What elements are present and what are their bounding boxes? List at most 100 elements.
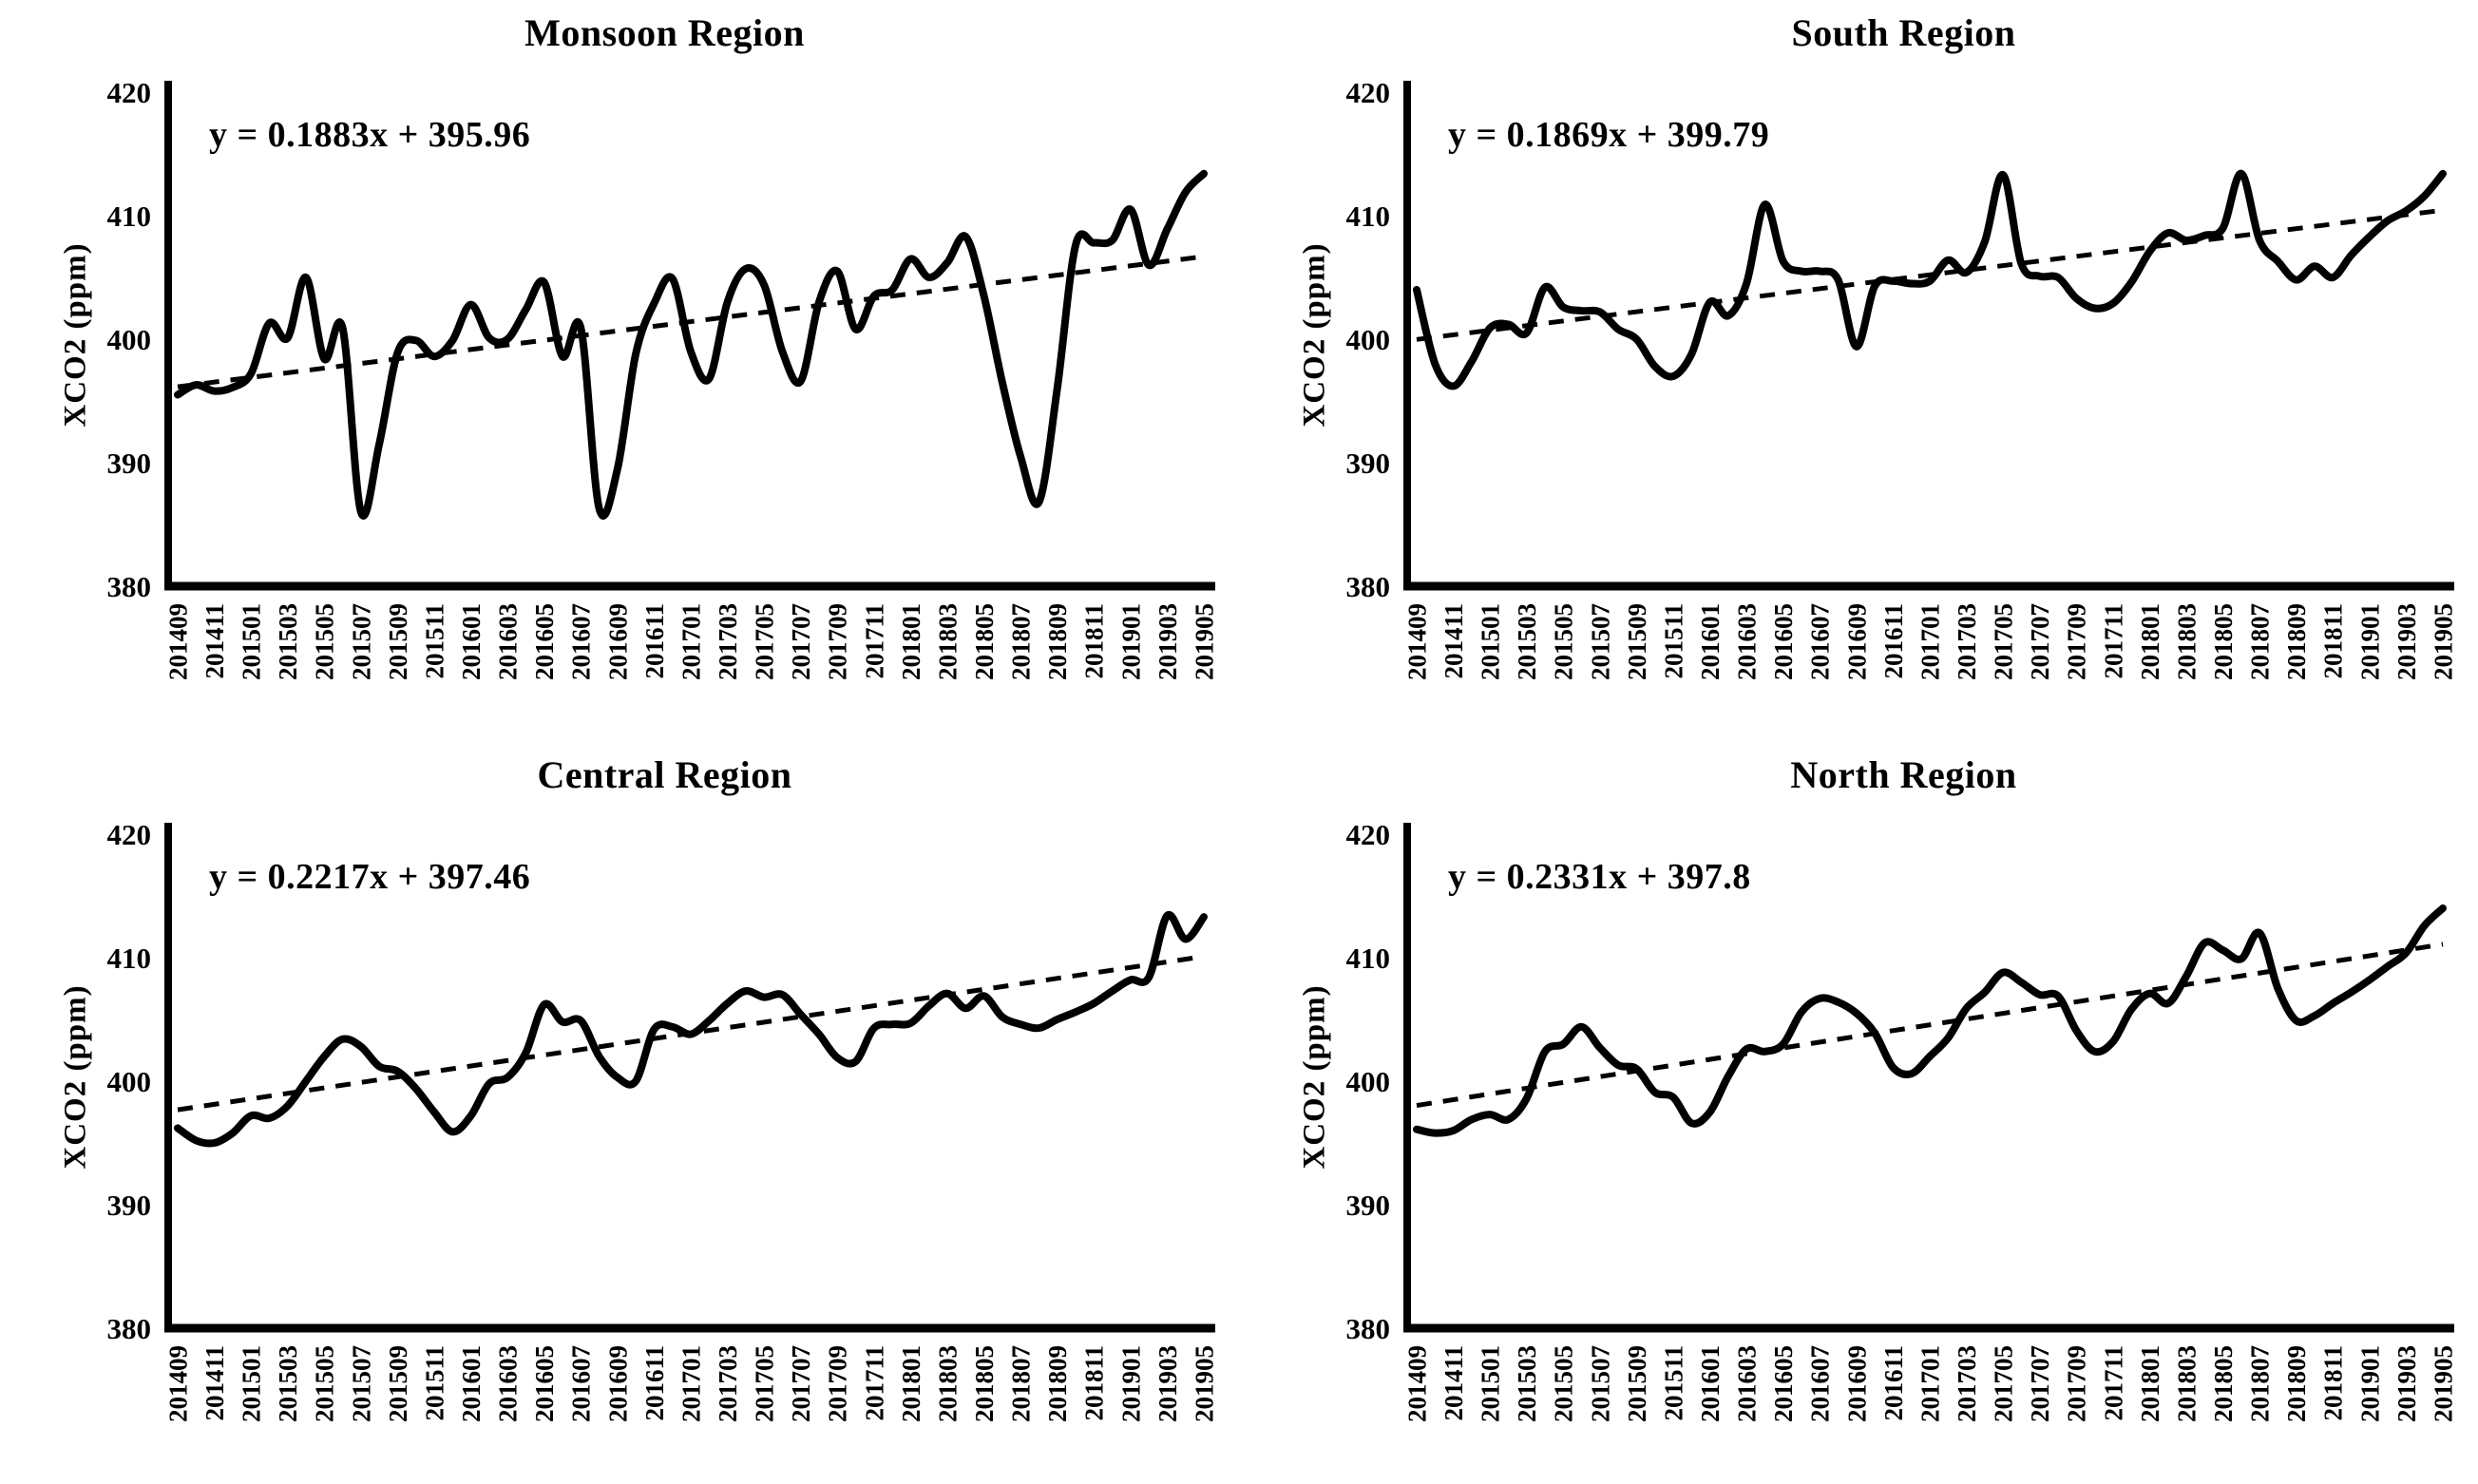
x-tick-label: 201809 <box>1043 1345 1072 1422</box>
x-tick-label: 201711 <box>2099 603 2127 679</box>
x-tick-label: 201809 <box>2282 1345 2311 1422</box>
x-tick-label: 201611 <box>640 1345 669 1421</box>
trend-equation-label: y = 0.2331x + 397.8 <box>1448 857 1751 897</box>
plot-area-north: 380 390 400 410 420 201409 201411 201501 201503 2… <box>1288 801 2476 1466</box>
x-tick-label: 201803 <box>2172 1345 2201 1422</box>
y-tick-label: 400 <box>1346 1065 1391 1098</box>
x-tick-label: 201507 <box>1586 1345 1614 1422</box>
x-tick-label: 201511 <box>1659 603 1687 679</box>
y-tick-label: 390 <box>107 447 152 480</box>
x-tick-label: 201705 <box>751 1345 779 1422</box>
xco2-line-chart-central: 380 390 400 410 420 201409 201411 201501 201503 2… <box>107 818 1219 1422</box>
x-tick-label: 201903 <box>1153 1345 1182 1422</box>
xco2-data-curve <box>1413 904 2447 1137</box>
x-tick-label: 201805 <box>2209 603 2238 680</box>
x-tick-label: 201609 <box>1842 1345 1871 1422</box>
x-tick-label: 201605 <box>1769 603 1798 680</box>
x-tick-label: 201811 <box>1080 603 1109 679</box>
y-tick-label: 400 <box>107 1065 152 1098</box>
x-tick-label: 201603 <box>1733 1345 1762 1422</box>
x-tick-label: 201607 <box>1806 603 1835 680</box>
x-tick-label: 201507 <box>347 603 375 680</box>
y-tick-label: 390 <box>1346 1189 1391 1222</box>
x-tick-label: 201609 <box>1842 603 1871 680</box>
x-tick-label: 201701 <box>677 603 705 680</box>
x-tick-label: 201411 <box>200 603 229 679</box>
x-tick-label: 201503 <box>1513 1345 1541 1422</box>
x-tick-label: 201509 <box>384 1345 412 1422</box>
x-tick-label: 201709 <box>824 1345 852 1422</box>
x-tick-label: 201705 <box>751 603 779 680</box>
chart-panel-central: Central Region 380 390 400 410 420 201409 2014… <box>0 742 1239 1484</box>
x-tick-label: 201801 <box>2136 603 2164 680</box>
x-tick-label: 201701 <box>677 1345 705 1422</box>
y-axis-label: XCO2 (ppm) <box>1297 984 1332 1170</box>
y-tick-label: 420 <box>1346 818 1391 851</box>
x-tick-label: 201903 <box>2392 603 2421 680</box>
x-tick-label: 201509 <box>384 603 412 680</box>
y-tick-label: 420 <box>107 818 152 851</box>
x-tick-label: 201607 <box>567 1345 596 1422</box>
x-tick-label: 201501 <box>1477 1345 1505 1422</box>
y-tick-label: 390 <box>107 1189 152 1222</box>
x-tick-label: 201711 <box>860 603 888 679</box>
x-tick-label: 201903 <box>2392 1345 2421 1422</box>
xco2-data-curve <box>174 910 1208 1148</box>
x-tick-label: 201501 <box>238 603 266 680</box>
x-tick-label: 201701 <box>1916 603 1944 680</box>
x-tick-label: 201901 <box>1116 1345 1145 1422</box>
chart-panel-south: South Region 380 390 400 410 420 201409 201411… <box>1239 0 2478 742</box>
x-tick-label: 201811 <box>2319 1345 2348 1421</box>
trend-equation-label: y = 0.1869x + 399.79 <box>1448 115 1770 155</box>
x-tick-label: 201703 <box>714 603 742 680</box>
x-tick-label: 201707 <box>787 1345 815 1422</box>
xco2-data-curve <box>174 169 1208 520</box>
x-tick-label: 201807 <box>2246 603 2275 680</box>
x-tick-label: 201703 <box>714 1345 742 1422</box>
x-tick-label: 201709 <box>2063 1345 2091 1422</box>
x-tick-label: 201803 <box>2172 603 2201 680</box>
xco2-line-chart-south: 380 390 400 410 420 201409 201411 201501 201503 2… <box>1346 76 2458 680</box>
x-tick-label: 201601 <box>1696 1345 1725 1422</box>
xco2-data-curve <box>1413 169 2447 390</box>
y-tick-label: 400 <box>107 323 152 356</box>
x-tick-label: 201801 <box>897 1345 925 1422</box>
y-tick-label: 420 <box>1346 76 1391 109</box>
x-tick-label: 201509 <box>1623 1345 1651 1422</box>
x-tick-label: 201801 <box>2136 1345 2164 1422</box>
trend-line <box>177 254 1205 390</box>
x-tick-label: 201711 <box>2099 1345 2127 1421</box>
x-tick-label: 201905 <box>1190 1345 1218 1422</box>
trend-equation-label: y = 0.1883x + 395.96 <box>209 115 531 155</box>
x-tick-label: 201905 <box>2429 1345 2457 1422</box>
x-tick-label: 201707 <box>2026 1345 2054 1422</box>
x-tick-label: 201603 <box>1733 603 1762 680</box>
chart-panel-north: North Region 380 390 400 410 420 201409 201411… <box>1239 742 2478 1484</box>
y-tick-label: 410 <box>1346 942 1391 975</box>
y-tick-label: 390 <box>1346 447 1391 480</box>
x-tick-label: 201809 <box>2282 603 2311 680</box>
x-tick-label: 201505 <box>311 603 339 680</box>
x-tick-label: 201501 <box>238 1345 266 1422</box>
x-tick-label: 201803 <box>933 603 962 680</box>
x-tick-label: 201905 <box>1190 603 1218 680</box>
x-tick-label: 201707 <box>787 603 815 680</box>
xco2-line-chart-north: 380 390 400 410 420 201409 201411 201501 201503 2… <box>1346 818 2458 1422</box>
x-tick-label: 201601 <box>1696 603 1725 680</box>
x-tick-label: 201503 <box>1513 603 1541 680</box>
x-tick-label: 201611 <box>1879 1345 1908 1421</box>
chart-title-south: South Region <box>1791 11 2016 54</box>
x-tick-label: 201603 <box>494 1345 523 1422</box>
x-tick-label: 201611 <box>1879 603 1908 679</box>
plot-area-central: 380 390 400 410 420 201409 201411 201501 201503 2… <box>49 801 1237 1466</box>
y-axis-label: XCO2 (ppm) <box>58 984 93 1170</box>
x-tick-label: 201603 <box>494 603 523 680</box>
x-tick-label: 201605 <box>530 603 559 680</box>
x-tick-label: 201609 <box>603 1345 632 1422</box>
x-tick-label: 201501 <box>1477 603 1505 680</box>
x-tick-label: 201903 <box>1153 603 1182 680</box>
x-tick-label: 201709 <box>2063 603 2091 680</box>
x-tick-label: 201409 <box>1402 1345 1431 1422</box>
y-tick-label: 410 <box>107 942 152 975</box>
